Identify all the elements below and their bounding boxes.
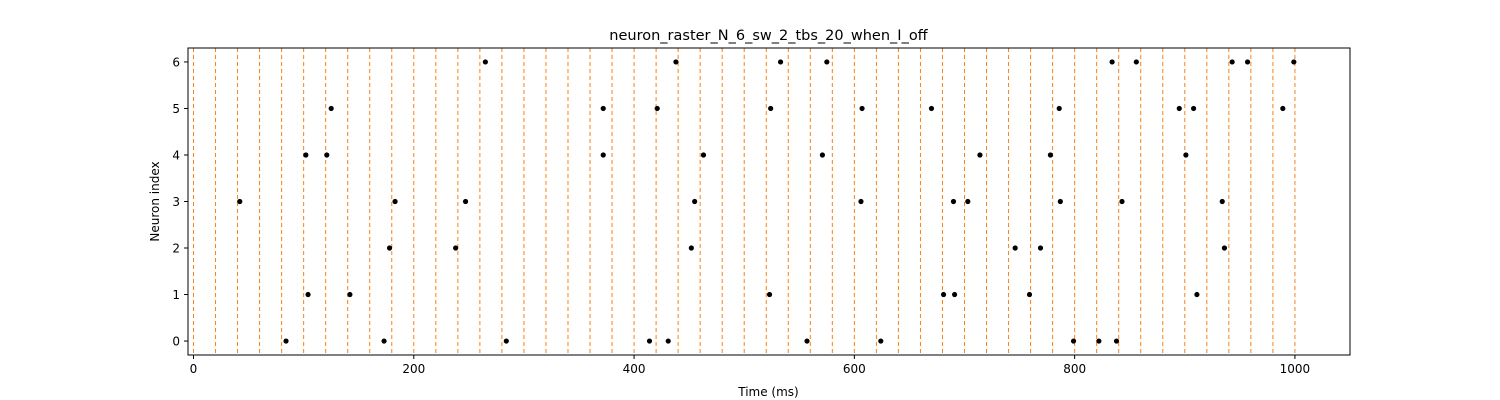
spike-point — [1119, 198, 1125, 205]
spike-point — [665, 338, 671, 344]
spike-point — [1056, 105, 1062, 112]
spike-point — [328, 105, 334, 112]
spike-point — [1070, 338, 1077, 344]
spike-point — [1244, 59, 1251, 65]
spike-point — [305, 291, 311, 298]
x-tick-label: 600 — [843, 362, 866, 376]
spike-point — [324, 152, 330, 158]
x-tick-label: 0 — [190, 362, 198, 376]
x-tick-label: 1000 — [1280, 362, 1311, 376]
spike-point — [951, 291, 958, 298]
spike-point — [1057, 198, 1063, 205]
spike-point — [804, 338, 810, 344]
y-tick-label: 6 — [172, 55, 180, 69]
spike-point — [1194, 291, 1200, 298]
spike-point — [878, 338, 884, 344]
spike-point — [928, 105, 935, 112]
spike-point — [482, 59, 488, 65]
y-axis-ticks: 0 1 2 3 4 5 6 — [172, 55, 188, 349]
y-axis-label: Neuron index — [148, 161, 162, 241]
spike-point — [1109, 59, 1115, 65]
spike-point — [453, 245, 459, 251]
spike-point — [1026, 291, 1033, 298]
spike-point — [600, 105, 606, 112]
spike-point — [858, 198, 864, 205]
spike-point — [965, 198, 971, 205]
spike-point — [503, 338, 509, 344]
spike-point — [462, 198, 469, 205]
y-tick-label: 0 — [172, 335, 180, 349]
spike-points — [237, 59, 1297, 344]
spike-point — [1096, 338, 1102, 344]
y-tick-label: 1 — [172, 288, 180, 302]
spike-point — [381, 338, 387, 344]
spike-point — [940, 291, 947, 298]
spike-point — [768, 105, 774, 112]
spike-point — [654, 105, 660, 112]
vertical-lines — [193, 48, 1296, 355]
y-tick-label: 4 — [172, 148, 180, 162]
spike-point — [1037, 245, 1044, 251]
y-tick-label: 5 — [172, 102, 180, 116]
spike-point — [1176, 105, 1182, 112]
spike-point — [673, 59, 679, 65]
spike-point — [688, 245, 694, 251]
spike-point — [692, 198, 698, 205]
y-tick-label: 3 — [172, 195, 180, 209]
spike-point — [859, 105, 865, 112]
x-axis-ticks: 0 200 400 600 800 1000 — [190, 355, 1311, 376]
spike-point — [1133, 59, 1139, 65]
y-tick-label: 2 — [172, 242, 180, 256]
spike-point — [1047, 152, 1054, 158]
x-tick-label: 800 — [1063, 362, 1086, 376]
spike-point — [1221, 245, 1228, 251]
spike-point — [1280, 105, 1286, 112]
x-tick-label: 400 — [623, 362, 646, 376]
spike-point — [1113, 338, 1120, 344]
spike-point — [237, 198, 243, 205]
spike-point — [303, 152, 309, 158]
spike-point — [1183, 152, 1189, 158]
spike-point — [766, 291, 773, 298]
spike-point — [1229, 59, 1235, 65]
spike-point — [1190, 105, 1197, 112]
spike-point — [777, 59, 784, 65]
spike-point — [600, 152, 606, 158]
spike-point — [819, 152, 826, 158]
spike-point — [392, 198, 398, 205]
spike-point — [386, 245, 393, 251]
x-axis-label: Time (ms) — [737, 385, 799, 399]
spike-point — [977, 152, 983, 158]
spike-point — [1291, 59, 1297, 65]
spike-point — [700, 152, 707, 158]
chart-title: neuron_raster_N_6_sw_2_tbs_20_when_I_off — [609, 28, 928, 44]
x-tick-label: 200 — [402, 362, 425, 376]
spike-point — [283, 338, 289, 344]
spike-point — [824, 59, 830, 65]
spike-point — [1219, 198, 1225, 205]
spike-point — [950, 198, 957, 205]
spike-point — [347, 291, 353, 298]
spike-point — [1012, 245, 1018, 251]
spike-point — [646, 338, 653, 344]
